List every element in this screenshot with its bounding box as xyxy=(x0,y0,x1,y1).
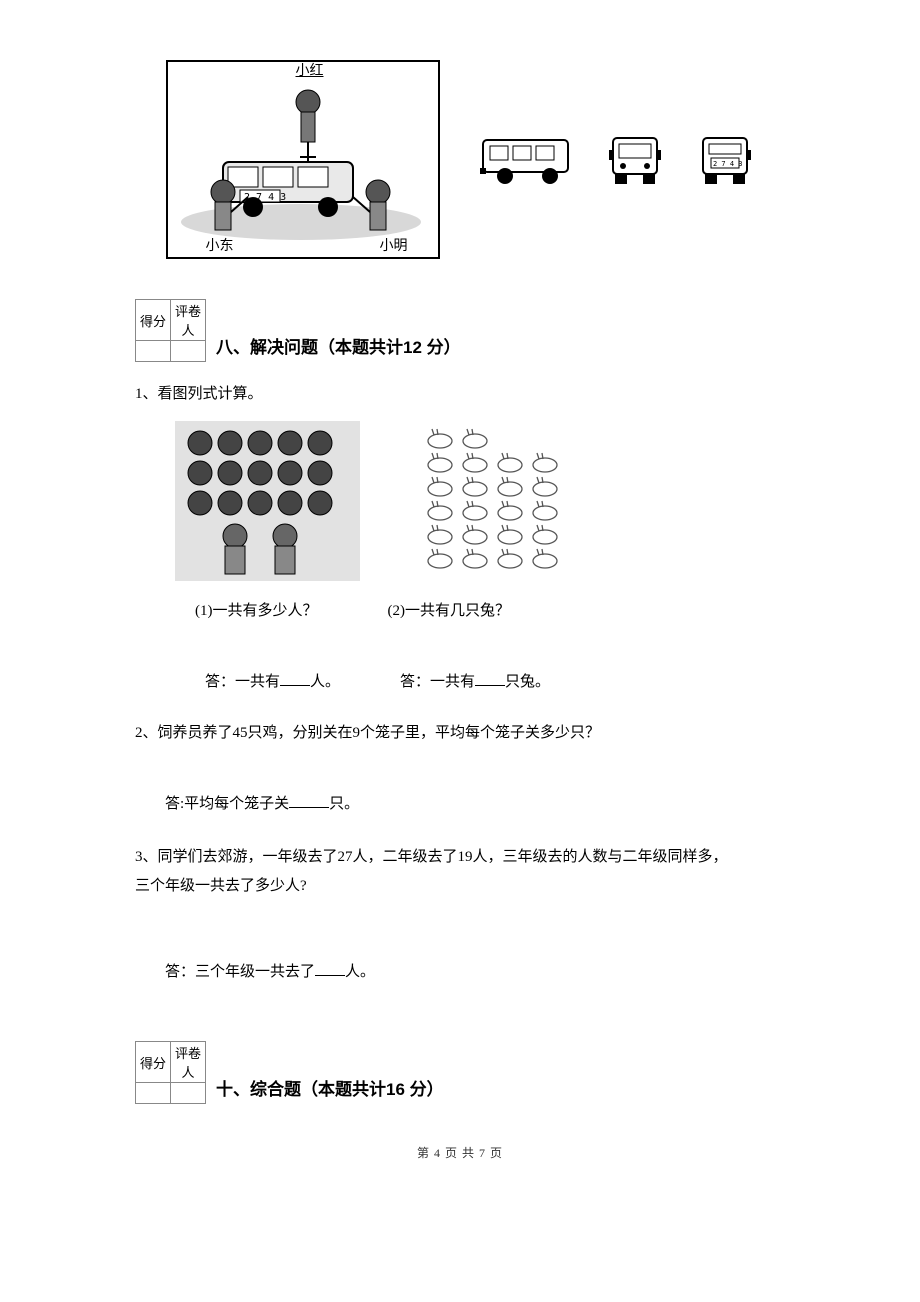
bus-rear-view: 2 7 4 3 xyxy=(695,132,755,187)
score-col: 得分 xyxy=(136,1042,171,1083)
blank xyxy=(289,793,329,808)
rabbits-figure xyxy=(410,421,595,581)
bus-views: 2 7 4 3 xyxy=(480,132,755,187)
blank xyxy=(280,671,310,686)
q2-text: 2、饲养员养了45只鸡，分别关在9个笼子里，平均每个笼子关多少只？ xyxy=(135,721,785,742)
scene-label-xiaoming: 小明 xyxy=(380,235,408,255)
people-figure xyxy=(175,421,360,581)
score-box: 得分 评卷人 xyxy=(135,299,206,362)
section10-header: 得分 评卷人 十、综合题（本题共计16 分） xyxy=(135,1041,785,1104)
grader-col: 评卷人 xyxy=(171,300,206,341)
q1-answers: 答：一共有人。 答：一共有只兔。 xyxy=(205,670,785,691)
scene-illustration: 小红 2 7 4 3 xyxy=(166,60,440,259)
q1-ans2: 答：一共有只兔。 xyxy=(400,670,550,691)
scene-label-xiaodong: 小东 xyxy=(206,235,234,255)
top-images-row: 小红 2 7 4 3 xyxy=(135,60,785,259)
q3-text: 3、同学们去郊游，一年级去了27人，二年级去了19人，三年级去的人数与二年级同样… xyxy=(135,843,785,900)
q1-figures xyxy=(175,421,785,581)
q1-sub1: (1)一共有多少人？ xyxy=(195,599,318,620)
score-col: 得分 xyxy=(136,300,171,341)
q1-subquestions: (1)一共有多少人？ (2)一共有几只兔？ xyxy=(195,599,785,620)
scene-label-xiaohong: 小红 xyxy=(296,60,324,80)
section10-title: 十、综合题（本题共计16 分） xyxy=(216,1075,444,1104)
q1-ans1: 答：一共有人。 xyxy=(205,670,340,691)
q1-intro: 1、看图列式计算。 xyxy=(135,382,785,403)
section8-title: 八、解决问题（本题共计12 分） xyxy=(216,333,461,362)
svg-text:2 7 4 3: 2 7 4 3 xyxy=(713,160,743,168)
page-footer: 第 4 页 共 7 页 xyxy=(135,1144,785,1161)
blank xyxy=(475,671,505,686)
grader-col: 评卷人 xyxy=(171,1042,206,1083)
q1-sub2: (2)一共有几只兔？ xyxy=(388,599,511,620)
document-page: 小红 2 7 4 3 xyxy=(0,0,920,1201)
q2-answer: 答:平均每个笼子关只。 xyxy=(165,792,785,813)
q3-answer: 答：三个年级一共去了人。 xyxy=(165,960,785,981)
scene-svg: 2 7 4 3 xyxy=(168,62,434,253)
bus-front-view xyxy=(605,132,665,187)
blank xyxy=(315,961,345,976)
section8-header: 得分 评卷人 八、解决问题（本题共计12 分） xyxy=(135,299,785,362)
score-box: 得分 评卷人 xyxy=(135,1041,206,1104)
bus-side-view xyxy=(480,132,575,187)
